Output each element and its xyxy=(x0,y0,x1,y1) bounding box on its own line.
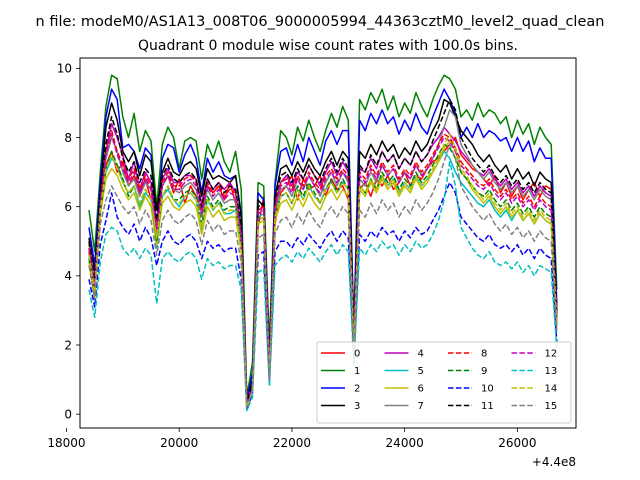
series-line-14 xyxy=(88,133,558,409)
legend-label-7: 7 xyxy=(418,401,424,412)
series-line-3 xyxy=(88,98,558,405)
x-tick-label: 18000 xyxy=(47,436,85,450)
y-axis: 0 2 4 6 8 10 xyxy=(57,62,80,421)
y-tick-label: 6 xyxy=(64,200,72,214)
series-line-1 xyxy=(88,74,558,398)
series-line-13 xyxy=(88,160,558,412)
x-axis: 18000 20000 22000 24000 26000 xyxy=(47,428,536,450)
series-line-8 xyxy=(88,129,558,409)
x-tick-label: 22000 xyxy=(273,436,311,450)
legend-label-2: 2 xyxy=(354,384,360,395)
x-offset-label: +4.4e8 xyxy=(532,455,576,469)
y-tick-label: 2 xyxy=(64,338,72,352)
legend-label-9: 9 xyxy=(481,366,487,377)
series-line-2 xyxy=(88,88,558,402)
legend-label-15: 15 xyxy=(545,401,558,412)
series-line-10 xyxy=(88,181,558,412)
legend-label-0: 0 xyxy=(354,349,360,360)
legend-box xyxy=(316,341,572,424)
y-tick-label: 0 xyxy=(64,407,72,421)
series-line-12 xyxy=(88,133,558,409)
y-tick-label: 10 xyxy=(57,62,72,76)
legend-label-13: 13 xyxy=(545,366,558,377)
legend-label-6: 6 xyxy=(418,384,424,395)
legend-label-1: 1 xyxy=(354,366,360,377)
series-line-15 xyxy=(88,143,558,409)
legend-label-8: 8 xyxy=(481,349,487,360)
series-line-5 xyxy=(88,150,558,409)
legend-label-4: 4 xyxy=(418,349,424,360)
legend-label-5: 5 xyxy=(418,366,424,377)
series-layer xyxy=(88,74,558,412)
legend-label-14: 14 xyxy=(545,384,558,395)
y-tick-label: 4 xyxy=(64,269,72,283)
legend-label-12: 12 xyxy=(545,349,558,360)
chart-title: Quadrant 0 module wise count rates with … xyxy=(138,38,518,54)
legend-label-11: 11 xyxy=(481,401,494,412)
y-tick-label: 8 xyxy=(64,131,72,145)
legend-label-3: 3 xyxy=(354,401,360,412)
series-line-6 xyxy=(88,140,558,409)
x-tick-label: 20000 xyxy=(160,436,198,450)
plot-frame xyxy=(79,57,577,429)
figure-header-text: n file: modeM0/AS1A13_008T06_9000005994_… xyxy=(36,14,605,30)
legend-label-10: 10 xyxy=(481,384,494,395)
series-line-11 xyxy=(88,98,558,405)
x-tick-label: 26000 xyxy=(498,436,536,450)
x-tick-label: 24000 xyxy=(386,436,424,450)
